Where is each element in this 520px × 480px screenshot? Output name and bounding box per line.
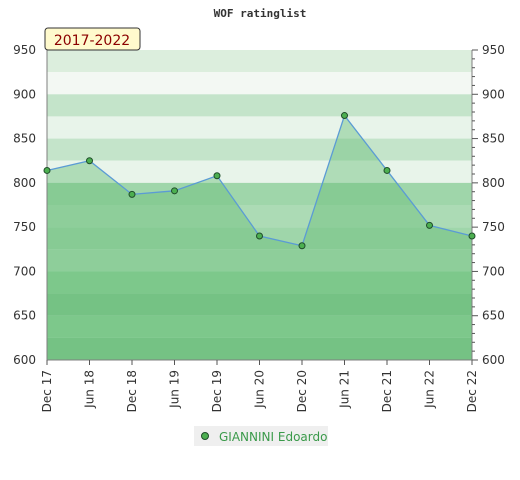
grid-band <box>47 50 472 73</box>
x-tick-label: Dec 21 <box>380 370 394 412</box>
left-axis: 600 650 700 750 800 850 900 950 <box>13 43 48 367</box>
data-point[interactable] <box>383 166 391 174</box>
y-tick-label: 700 <box>13 264 36 278</box>
grid-band <box>47 116 472 139</box>
x-tick-label: Jun 21 <box>338 370 352 409</box>
x-axis: Dec 17 Jun 18 Dec 18 Jun 19 Dec 19 Jun 20 Dec … <box>40 359 479 412</box>
grid-band <box>47 94 472 117</box>
data-point[interactable] <box>468 232 476 240</box>
y-tick-label: 800 <box>13 176 36 190</box>
data-point[interactable] <box>86 157 93 165</box>
x-tick-label: Dec 19 <box>210 370 224 412</box>
chart-title: WOF ratinglist <box>214 7 307 20</box>
x-tick-label: Dec 20 <box>295 370 309 412</box>
y-right-tick-label: 950 <box>482 43 505 57</box>
x-tick-label: Dec 22 <box>465 370 479 412</box>
grid-band <box>47 249 472 272</box>
series-marks <box>43 112 476 250</box>
y-tick-label: 950 <box>13 43 36 57</box>
legend-label: GIANNINI Edoardo <box>219 430 327 444</box>
grid-band <box>47 293 472 316</box>
period-badge: 2017-2022 <box>44 27 141 51</box>
x-tick-label: Dec 17 <box>40 370 54 412</box>
y-tick-label: 750 <box>13 220 36 234</box>
grid-band <box>47 205 472 228</box>
grid-band <box>47 337 472 360</box>
y-tick-label: 850 <box>13 132 36 146</box>
grid-band <box>47 72 472 95</box>
data-point[interactable] <box>171 187 178 195</box>
legend-box <box>194 426 328 446</box>
x-tick-label: Jun 20 <box>253 370 267 409</box>
y-tick-label: 650 <box>13 309 36 323</box>
y-right-tick-label: 700 <box>482 264 505 278</box>
x-tick-label: Dec 18 <box>125 370 139 412</box>
grid-band <box>47 315 472 338</box>
grid-band <box>47 138 472 161</box>
x-tick-label: Jun 22 <box>423 370 437 409</box>
right-axis: 600 650 700 750 800 850 900 950 <box>471 43 505 367</box>
data-point[interactable] <box>341 112 348 120</box>
period-badge-text: 2017-2022 <box>54 33 130 49</box>
period-badge-box <box>44 27 141 51</box>
x-tick-label: Jun 18 <box>83 370 97 409</box>
grid-band <box>47 160 472 183</box>
data-point[interactable] <box>256 232 263 240</box>
data-point[interactable] <box>426 221 433 229</box>
legend-marker <box>201 432 209 440</box>
data-point[interactable] <box>43 166 51 174</box>
y-right-tick-label: 650 <box>482 309 505 323</box>
y-right-tick-label: 750 <box>482 220 505 234</box>
y-right-tick-label: 600 <box>482 353 505 367</box>
y-tick-label: 600 <box>13 353 36 367</box>
y-tick-label: 900 <box>13 87 36 101</box>
legend[interactable]: GIANNINI Edoardo <box>194 426 328 446</box>
data-point[interactable] <box>128 190 136 198</box>
y-right-tick-label: 900 <box>482 87 505 101</box>
x-tick-label: Jun 19 <box>168 370 182 409</box>
y-right-tick-label: 800 <box>482 176 505 190</box>
data-point[interactable] <box>213 172 221 180</box>
grid-band <box>47 182 472 205</box>
y-right-tick-label: 850 <box>482 132 505 146</box>
data-point[interactable] <box>298 242 306 250</box>
grid-band <box>47 271 472 294</box>
